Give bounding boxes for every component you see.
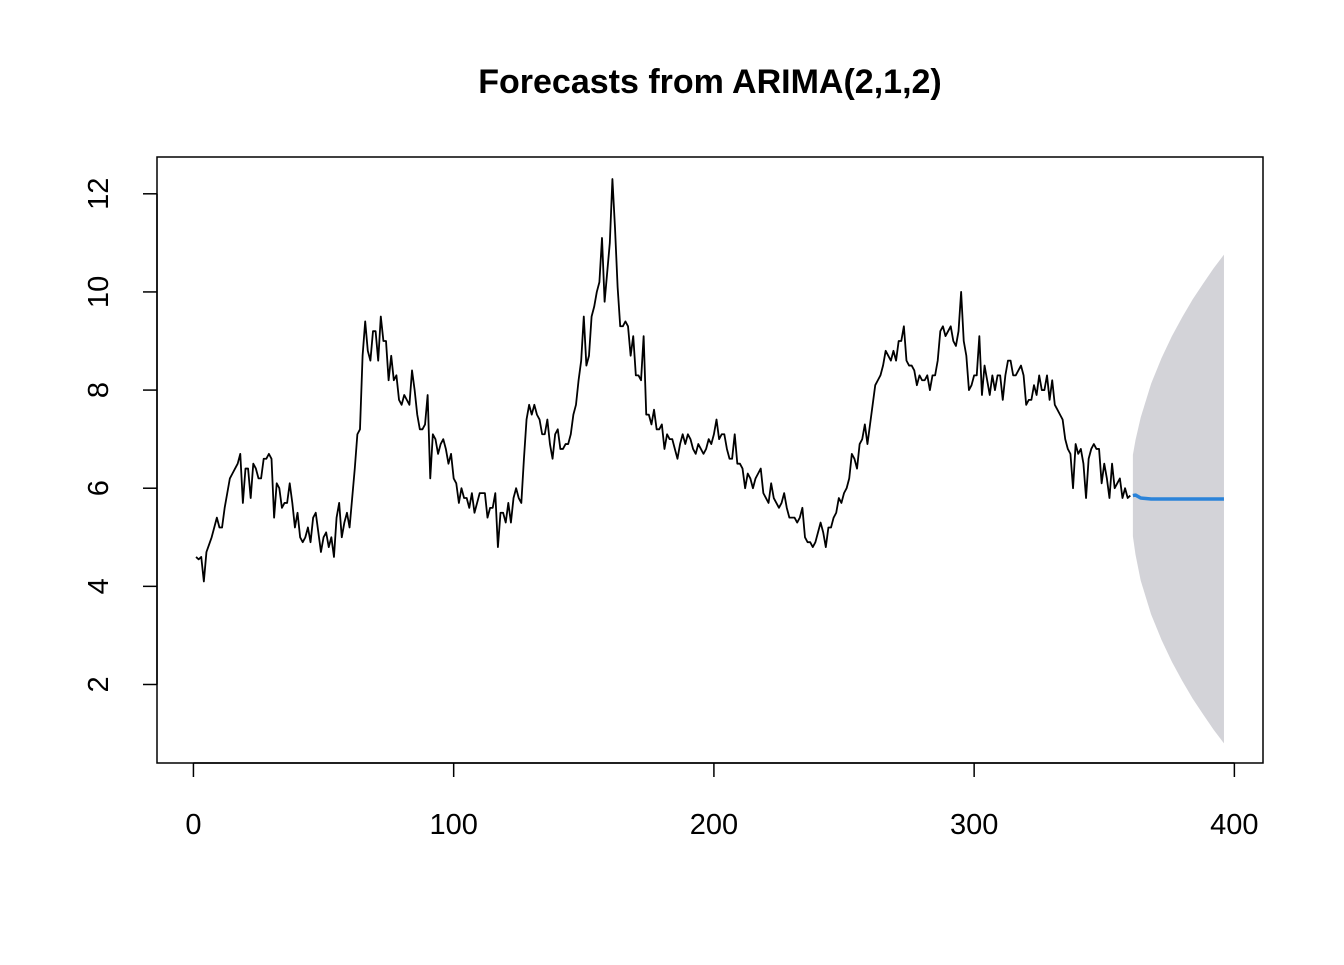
x-tick-label: 400 <box>1210 809 1258 841</box>
y-tick-label: 6 <box>83 480 115 496</box>
x-tick-label: 300 <box>950 809 998 841</box>
x-tick-label: 0 <box>185 809 201 841</box>
y-tick-label: 2 <box>83 676 115 692</box>
y-tick-label: 4 <box>83 578 115 594</box>
y-tick-label: 12 <box>83 178 115 210</box>
x-tick-label: 100 <box>429 809 477 841</box>
series-layer <box>195 178 1131 583</box>
y-tick-label: 8 <box>83 382 115 398</box>
x-axis: 0 100 200 300 400 <box>185 762 1259 841</box>
forecast-mean-line <box>1132 493 1224 501</box>
x-tick-label: 200 <box>690 809 738 841</box>
y-tick-label: 10 <box>83 276 115 308</box>
chart-title: Forecasts from ARIMA(2,1,2) <box>478 63 942 101</box>
plot-frame <box>156 156 1264 764</box>
forecast-layer <box>1132 493 1224 501</box>
observed-series-line <box>195 178 1131 583</box>
y-axis: 2 4 6 8 10 12 <box>83 178 158 693</box>
